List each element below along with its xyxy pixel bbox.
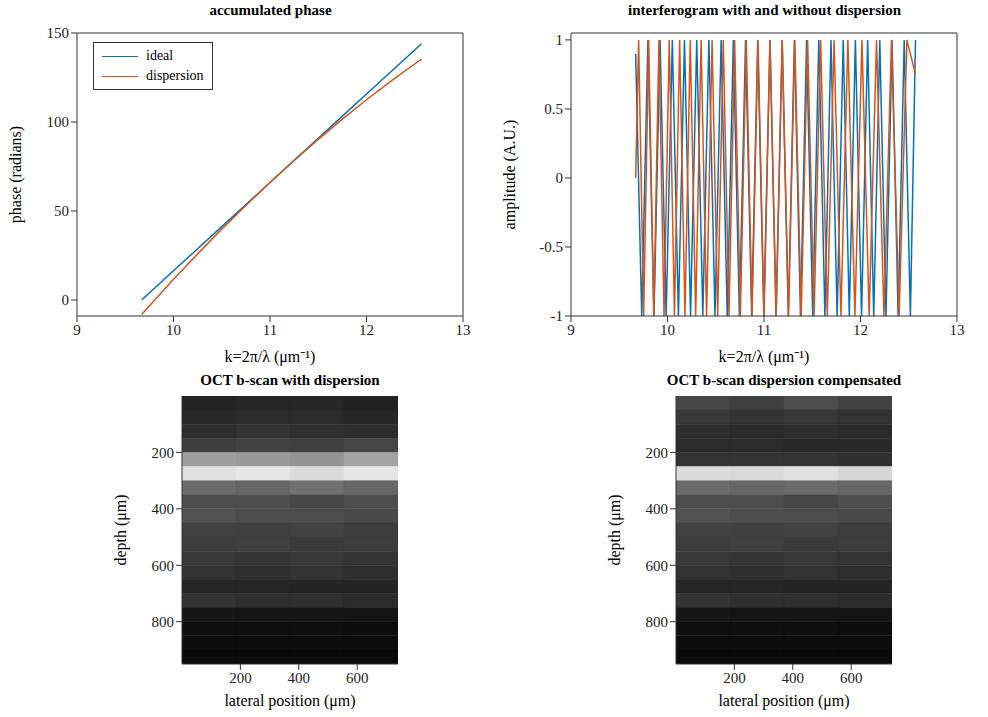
svg-text:phase (radians): phase (radians) — [7, 126, 25, 223]
html-text:OCT b-scan dispersion compensa: OCT b-scan dispersion compensated — [666, 372, 902, 388]
svg-text:9: 9 — [567, 322, 575, 338]
svg-text:13: 13 — [456, 322, 471, 338]
svg-text:k=2π/λ (μm⁻¹): k=2π/λ (μm⁻¹) — [225, 348, 316, 366]
svg-text:800: 800 — [646, 614, 669, 630]
svg-text:400: 400 — [288, 670, 311, 686]
svg-text:depth (μm): depth (μm) — [112, 494, 130, 565]
html-text:ideal: ideal — [146, 48, 174, 63]
svg-text:-1: -1 — [551, 308, 564, 324]
html-text:dispersion: dispersion — [146, 68, 204, 83]
svg-text:12: 12 — [853, 322, 868, 338]
svg-text:10: 10 — [166, 322, 181, 338]
svg-text:10: 10 — [660, 322, 675, 338]
html-text:OCT b-scan with dispersion: OCT b-scan with dispersion — [200, 372, 380, 388]
svg-text:200: 200 — [152, 445, 175, 461]
svg-text:0: 0 — [62, 292, 70, 308]
svg-text:600: 600 — [840, 670, 863, 686]
svg-text:lateral position (μm): lateral position (μm) — [718, 692, 849, 710]
svg-text:k=2π/λ (μm⁻¹): k=2π/λ (μm⁻¹) — [719, 348, 810, 366]
svg-text:11: 11 — [263, 322, 277, 338]
svg-text:9: 9 — [73, 322, 81, 338]
svg-text:12: 12 — [359, 322, 374, 338]
svg-text:-0.5: -0.5 — [539, 239, 563, 255]
svg-text:lateral position (μm): lateral position (μm) — [224, 692, 355, 710]
svg-text:50: 50 — [54, 203, 69, 219]
html-text:interferogram with and without: interferogram with and without dispersio… — [628, 2, 901, 18]
svg-text:400: 400 — [152, 501, 175, 517]
svg-text:1: 1 — [556, 32, 564, 48]
svg-text:600: 600 — [646, 558, 669, 574]
html-text:accumulated phase: accumulated phase — [209, 2, 332, 18]
svg-text:200: 200 — [646, 445, 669, 461]
svg-text:13: 13 — [950, 322, 965, 338]
svg-text:600: 600 — [346, 670, 369, 686]
svg-text:0: 0 — [556, 170, 564, 186]
svg-text:amplitude (A.U.): amplitude (A.U.) — [501, 120, 519, 230]
svg-text:0.5: 0.5 — [544, 101, 563, 117]
svg-text:600: 600 — [152, 558, 175, 574]
svg-text:200: 200 — [723, 670, 746, 686]
svg-text:800: 800 — [152, 614, 175, 630]
svg-text:400: 400 — [646, 501, 669, 517]
svg-text:11: 11 — [757, 322, 771, 338]
svg-text:150: 150 — [47, 25, 70, 41]
svg-text:100: 100 — [47, 114, 70, 130]
svg-text:400: 400 — [782, 670, 805, 686]
svg-text:200: 200 — [229, 670, 252, 686]
svg-text:depth (μm): depth (μm) — [606, 494, 624, 565]
